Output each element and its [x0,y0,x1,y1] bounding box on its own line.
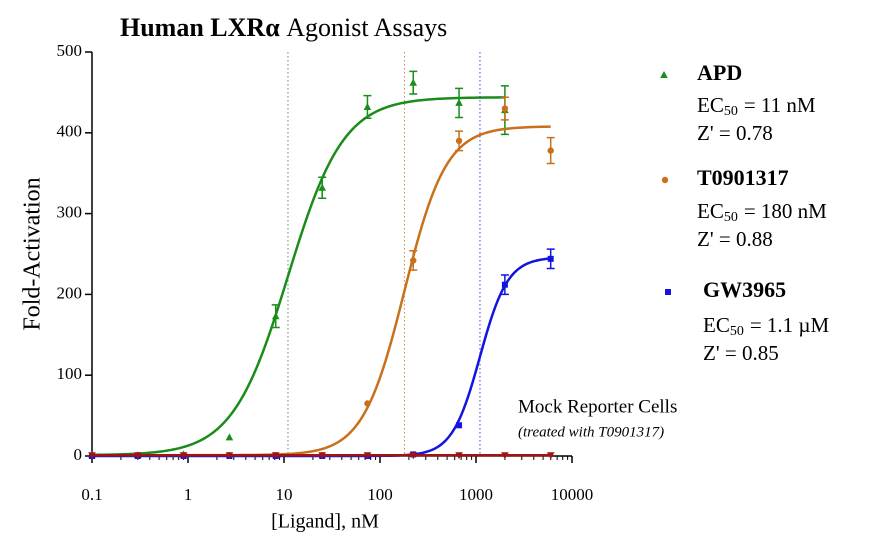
point [410,257,417,264]
y-tick-label: 0 [74,445,83,464]
point [456,422,463,429]
ec-label: EC [703,313,730,337]
fit-curve [91,96,505,457]
annotation: Mock Reporter Cells [518,396,677,417]
legend-marker [660,71,668,78]
y-tick-label: 500 [57,41,83,60]
point [547,255,554,262]
ec-sub: 50 [724,104,738,119]
y-tick-label: 300 [57,203,83,222]
point [455,98,463,106]
y-tick-label: 200 [57,283,83,302]
point [501,281,508,288]
point [363,102,372,110]
ec-label: EC [697,93,724,117]
legend-label: T0901317 [697,165,789,190]
legend-z: Z' = 0.85 [703,341,779,365]
point [409,452,418,460]
point [318,183,327,191]
point [271,312,280,320]
legend-label: APD [697,60,742,85]
point [363,452,372,460]
point [318,452,327,460]
legend-label: GW3965 [703,277,786,302]
title-bold: Human LXRα [120,13,280,42]
legend-z: Z' = 0.88 [697,227,773,251]
ec-sub: 50 [730,324,744,339]
point [455,137,463,145]
ec-label: EC [697,199,724,223]
y-tick-label: 100 [57,364,83,383]
legend-ec50: EC50 = 180 nM [697,199,827,225]
ec-value: = 180 nM [744,199,827,223]
legend-z: Z' = 0.78 [697,121,773,145]
chart-title: Human LXRα Agonist Assays [120,13,447,42]
legend-ec50: EC50 = 1.1 µM [703,313,830,339]
y-tick-label: 400 [57,122,83,141]
x-tick-label: 10 [276,485,293,504]
fit-curve [92,125,551,457]
point [225,452,234,460]
point [364,400,371,407]
point [501,452,509,460]
point [88,452,96,460]
x-tick-label: 1000 [459,485,493,504]
y-axis-label: Fold-Activation [20,177,46,330]
point [409,78,418,86]
x-axis-label: [Ligand], nM [271,511,379,533]
fit-curve [92,257,551,458]
point [501,105,509,112]
annotation-note: (treated with T0901317) [518,424,664,440]
x-tick-label: 10000 [551,485,594,504]
point [455,452,463,460]
legend-ec50: EC50 = 11 nM [697,93,816,119]
point [271,452,280,460]
point [179,452,188,460]
ec-value: = 1.1 µM [750,313,830,337]
x-tick-label: 0.1 [81,485,102,504]
legend-marker [661,176,669,184]
x-tick-label: 100 [367,485,393,504]
x-tick-label: 1 [184,485,193,504]
point [134,452,142,460]
point [546,452,555,460]
ec-value: = 11 nM [744,93,816,117]
point [547,147,554,154]
ec-sub: 50 [724,210,738,225]
legend-marker [665,289,671,295]
point [225,433,234,441]
title-rest: Agonist Assays [286,13,447,42]
